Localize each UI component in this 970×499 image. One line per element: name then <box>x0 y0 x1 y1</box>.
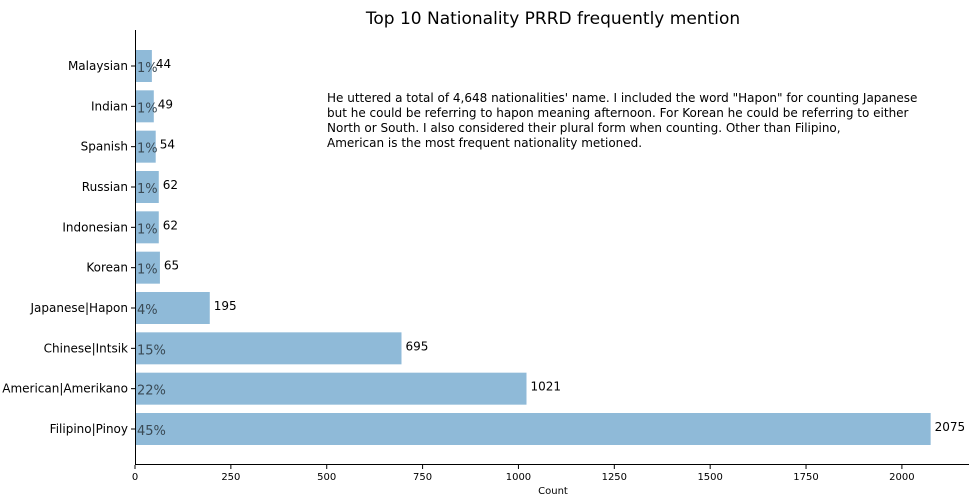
x-tick-label: 1250 <box>602 472 627 483</box>
value-label: 62 <box>163 178 178 192</box>
annotation-line: but he could be referring to hapon meani… <box>327 106 909 120</box>
x-tick-label: 1750 <box>793 472 818 483</box>
bar <box>135 130 156 163</box>
bar <box>135 251 160 284</box>
bar <box>135 90 154 123</box>
bars-group <box>135 50 931 445</box>
category-label: Korean <box>86 261 128 275</box>
bar <box>135 413 931 445</box>
percent-label: 1% <box>137 263 158 278</box>
category-label: Indian <box>91 99 128 113</box>
x-tick-label: 500 <box>317 472 336 483</box>
percent-labels-group: 1% 1% 1% 1% 1% 1% 4% 15% 22% 45% <box>137 61 166 439</box>
category-label: Indonesian <box>62 220 128 234</box>
annotation-line: North or South. I also considered their … <box>327 121 841 135</box>
annotation-text: He uttered a total of 4,648 nationalitie… <box>327 91 937 151</box>
category-label: Japanese|Hapon <box>30 301 128 315</box>
bar <box>135 332 402 365</box>
x-axis-label: Count <box>538 486 568 497</box>
annotation-line: He uttered a total of 4,648 nationalitie… <box>327 91 918 105</box>
value-label: 195 <box>214 299 237 313</box>
value-labels-group: 44 49 54 62 62 65 195 695 1021 2075 <box>156 57 965 434</box>
value-label: 62 <box>163 218 178 232</box>
bar <box>135 211 159 244</box>
value-label: 2075 <box>935 420 966 434</box>
percent-label: 1% <box>137 222 158 237</box>
x-tick-label: 1000 <box>506 472 531 483</box>
x-ticks-group: 0 250 500 750 1000 1250 1500 1750 2000 <box>132 465 915 483</box>
value-label: 1021 <box>531 380 562 394</box>
percent-label: 15% <box>137 343 166 358</box>
value-label: 65 <box>164 259 179 273</box>
value-label: 49 <box>158 97 173 111</box>
value-label: 695 <box>405 339 428 353</box>
chart-title: Top 10 Nationality PRRD frequently menti… <box>365 9 740 29</box>
percent-label: 1% <box>137 182 158 197</box>
x-tick-label: 250 <box>221 472 240 483</box>
percent-label: 1% <box>137 61 158 76</box>
x-tick-label: 2000 <box>889 472 914 483</box>
x-tick-label: 1500 <box>697 472 722 483</box>
category-label: Spanish <box>81 140 128 154</box>
percent-label: 4% <box>137 303 158 318</box>
value-label: 54 <box>160 138 175 152</box>
category-label: Filipino|Pinoy <box>50 422 128 436</box>
x-tick-label: 750 <box>413 472 432 483</box>
category-label: American|Amerikano <box>2 382 128 396</box>
percent-label: 1% <box>137 101 158 116</box>
annotation-line: American is the most frequent nationalit… <box>327 136 643 150</box>
x-tick-label: 0 <box>132 472 138 483</box>
bar <box>135 372 527 405</box>
category-label: Russian <box>82 180 128 194</box>
category-label: Malaysian <box>68 59 128 73</box>
bar <box>135 292 210 324</box>
bar <box>135 171 159 203</box>
bar <box>135 50 152 82</box>
value-label: 44 <box>156 57 171 71</box>
percent-label: 45% <box>137 424 166 439</box>
category-label: Chinese|Intsik <box>44 341 128 355</box>
percent-label: 22% <box>137 384 166 399</box>
percent-label: 1% <box>137 142 158 157</box>
category-labels-group: Malaysian Indian Spanish Russian Indonesian K… <box>2 59 135 436</box>
